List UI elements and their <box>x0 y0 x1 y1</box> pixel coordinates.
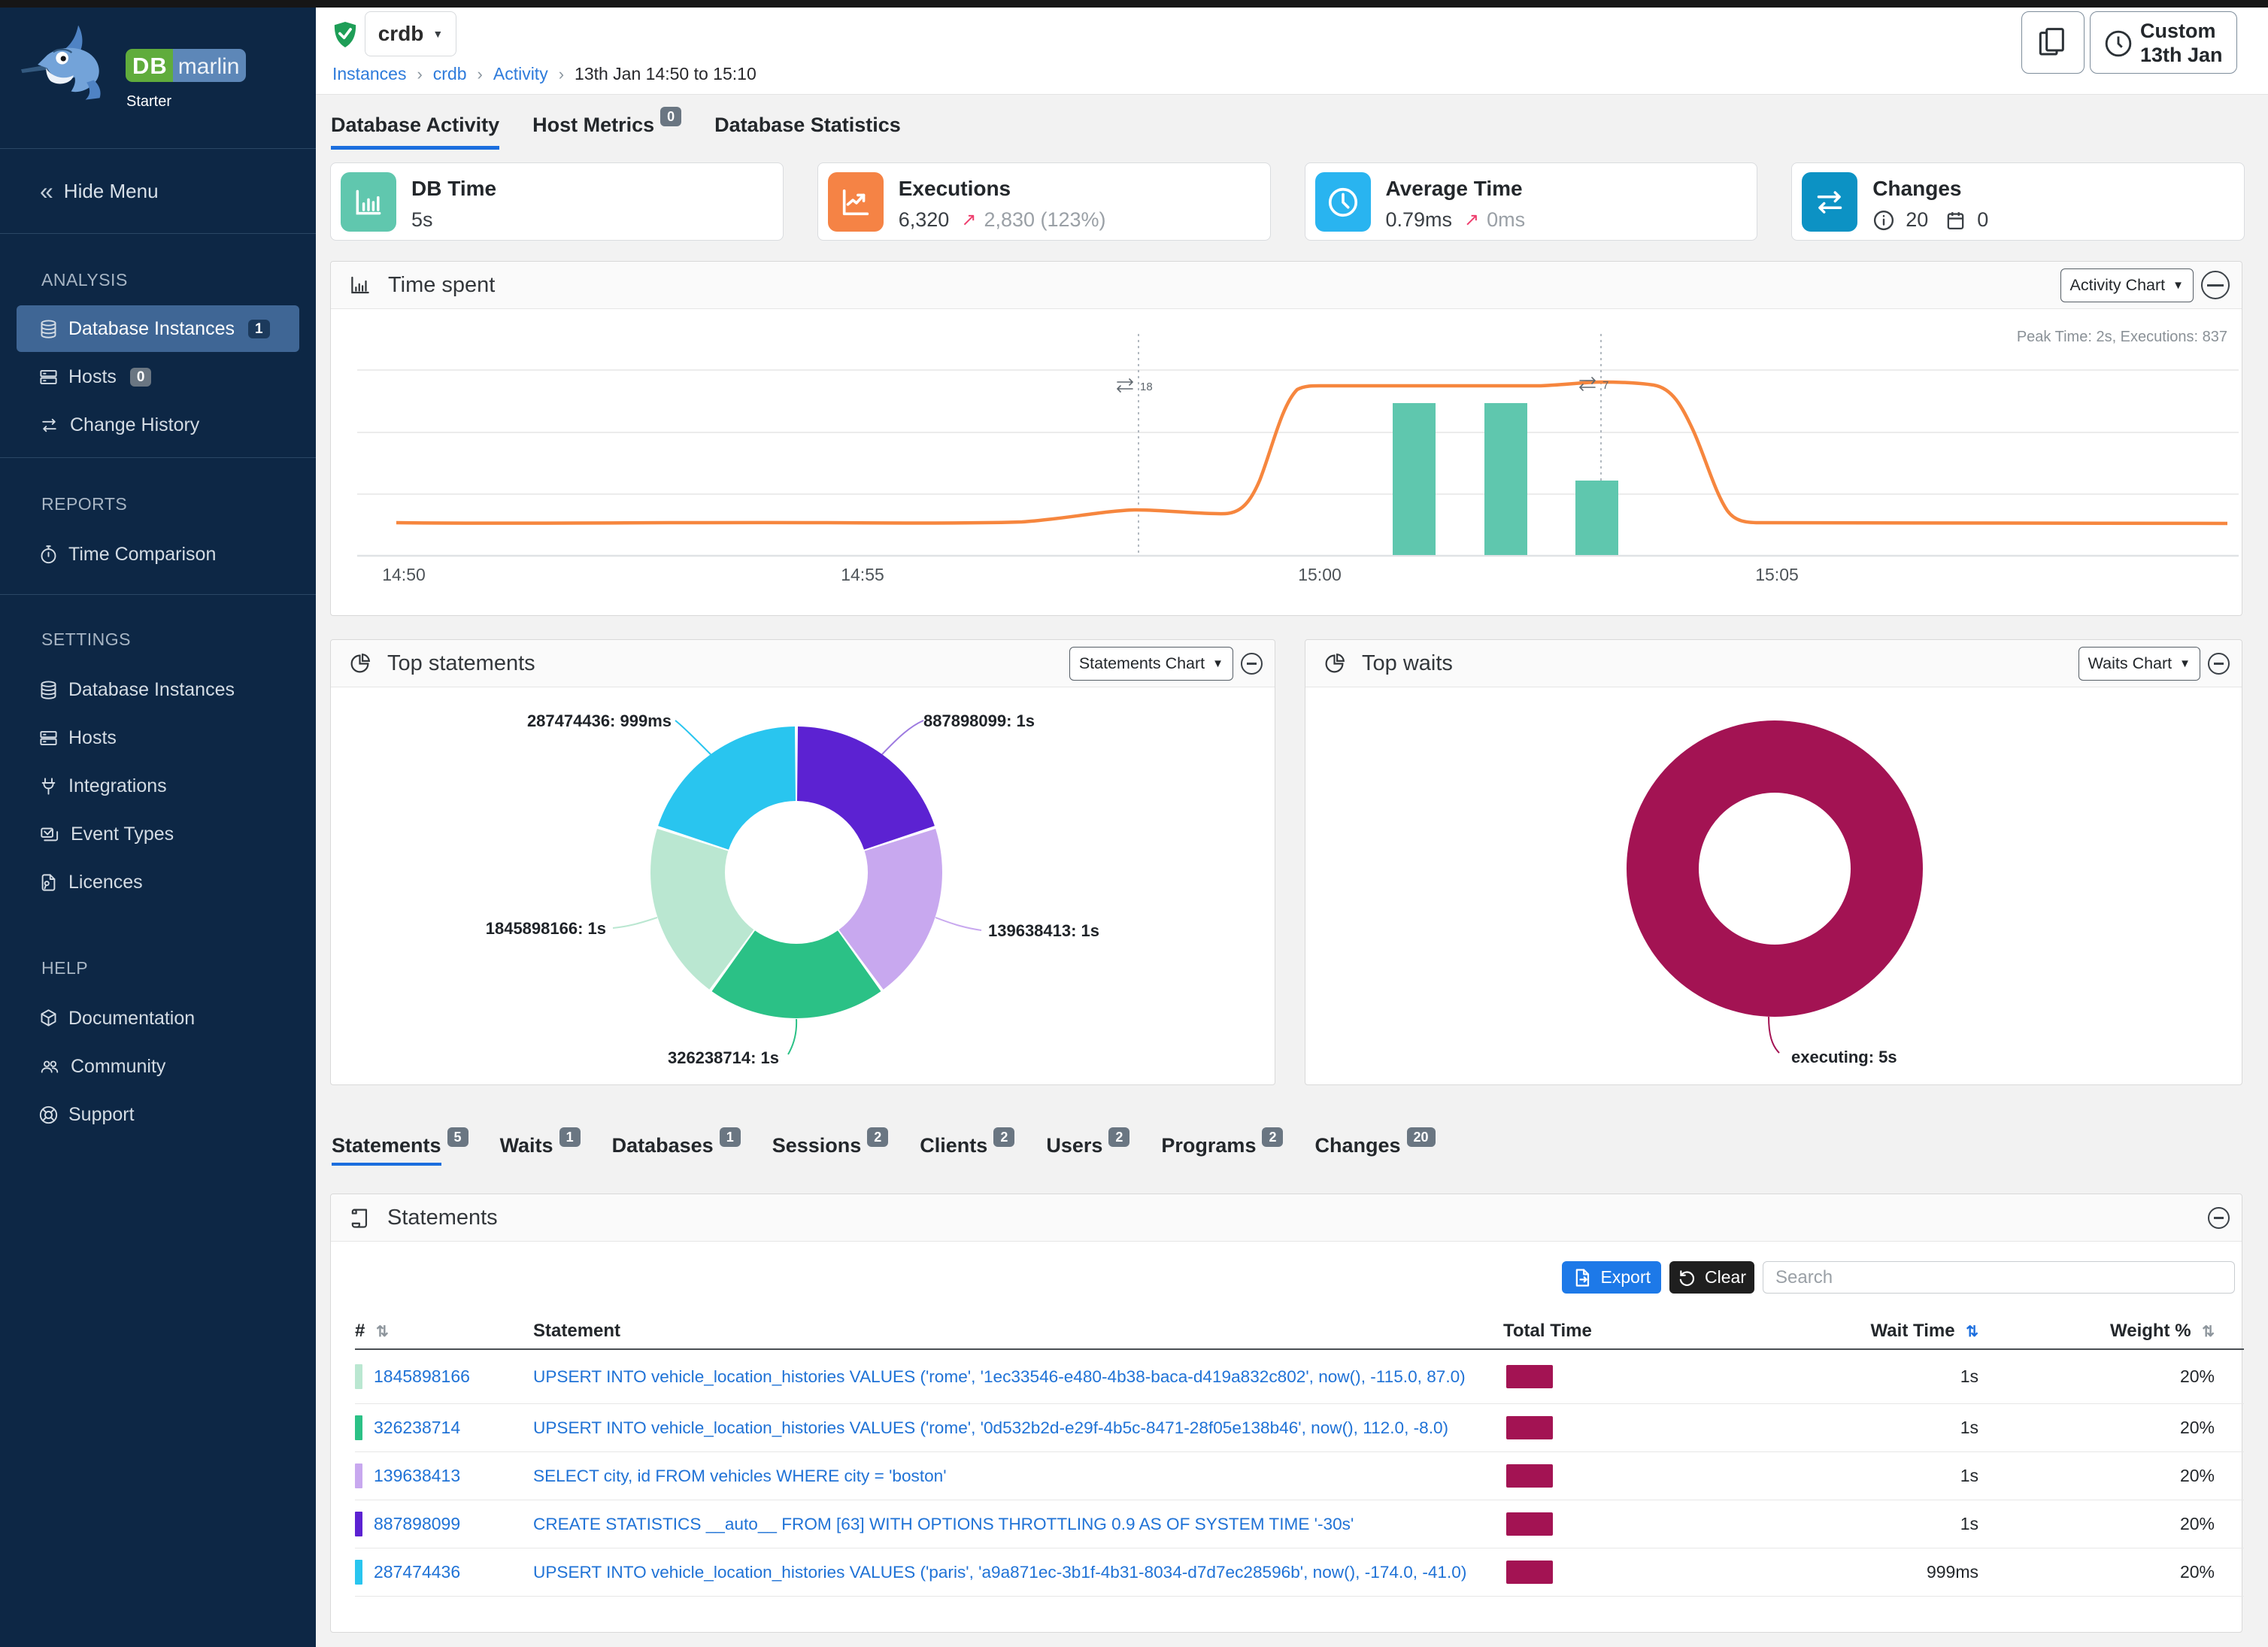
svg-text:18: 18 <box>1140 381 1153 393</box>
svg-text:887898099: 1s: 887898099: 1s <box>923 711 1035 730</box>
svg-text:Peak Time: 2s, Executions: 837: Peak Time: 2s, Executions: 837 <box>2017 329 2227 345</box>
svg-text:14:55: 14:55 <box>841 565 884 584</box>
svg-text:7: 7 <box>1602 379 1609 392</box>
svg-text:14:50: 14:50 <box>382 565 426 584</box>
svg-text:executing: 5s: executing: 5s <box>1791 1048 1897 1066</box>
svg-text:1845898166: 1s: 1845898166: 1s <box>486 919 606 938</box>
svg-text:15:00: 15:00 <box>1298 565 1342 584</box>
svg-text:15:05: 15:05 <box>1755 565 1799 584</box>
svg-text:139638413: 1s: 139638413: 1s <box>988 921 1099 940</box>
svg-text:287474436: 999ms: 287474436: 999ms <box>527 711 672 730</box>
svg-text:326238714: 1s: 326238714: 1s <box>668 1048 779 1067</box>
